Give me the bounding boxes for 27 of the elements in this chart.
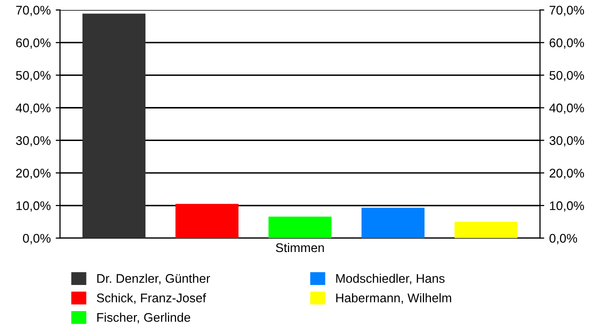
- text: 70,0%: [550, 6, 584, 16]
- legend-label: Schick, Franz-Josef: [96, 293, 206, 304]
- text: 50,0%: [550, 70, 584, 82]
- text: 20,0%: [550, 168, 584, 180]
- text: 60,0%: [550, 38, 584, 49]
- bar: [82, 14, 146, 238]
- y-tick-label: 60,0%: [16, 38, 51, 49]
- text: 0,0%: [550, 234, 578, 244]
- legend-label: Dr. Denzler, Günther: [97, 274, 210, 284]
- text: 10,0%: [550, 201, 584, 212]
- bar: [362, 208, 425, 238]
- bar: [454, 222, 518, 238]
- text: 30,0%: [550, 136, 584, 146]
- y-tick-label: 10,0%: [16, 201, 51, 212]
- x-tick-label: Stimmen: [276, 242, 324, 252]
- legend-label: Habermann, Wilhelm: [336, 293, 452, 304]
- y-tick-label: 70,0%: [16, 6, 51, 16]
- y-tick-label: 30,0%: [16, 136, 51, 146]
- bar: [175, 204, 238, 238]
- y-tick-label: 20,0%: [16, 168, 51, 180]
- y-tick-label: 50,0%: [16, 70, 51, 82]
- y-tick-label: 0,0%: [22, 234, 51, 244]
- legend-label: Modschiedler, Hans: [336, 274, 445, 284]
- bar: [268, 216, 332, 238]
- legend-label: Fischer, Gerlinde: [97, 312, 190, 324]
- y-tick-label: 40,0%: [16, 104, 51, 114]
- text: 40,0%: [549, 104, 584, 114]
